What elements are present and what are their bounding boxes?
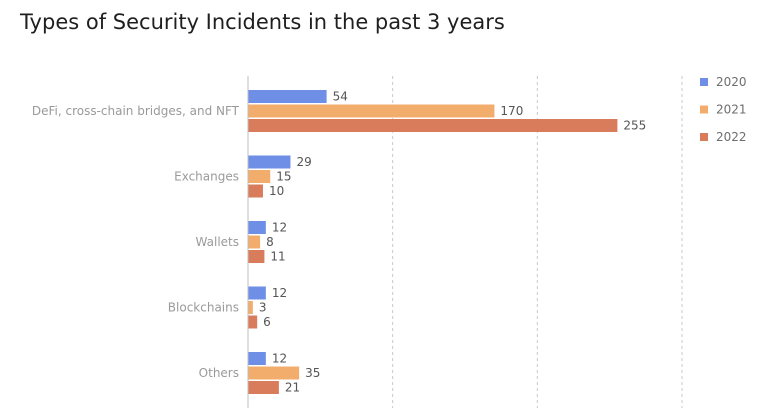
data-label: 12 — [272, 221, 287, 235]
bar-2020 — [248, 90, 327, 103]
data-label: 35 — [305, 366, 320, 380]
chart-title: Types of Security Incidents in the past … — [20, 10, 505, 34]
data-label: 3 — [259, 301, 267, 315]
data-label: 15 — [276, 170, 291, 184]
legend-swatch — [700, 133, 708, 141]
legend-label: 2021 — [716, 103, 747, 117]
labels-layer: DeFi, cross-chain bridges, and NFT 54 170 2… — [32, 90, 646, 395]
category-label: Exchanges — [174, 170, 239, 184]
bar-2022 — [248, 315, 258, 329]
data-label: 54 — [333, 90, 348, 104]
category-label: Wallets — [196, 235, 239, 249]
category-label: Others — [199, 366, 239, 380]
bars-layer — [248, 90, 618, 394]
bar-2021 — [248, 366, 300, 380]
data-label: 10 — [269, 184, 284, 198]
bar-2022 — [248, 184, 263, 198]
legend-label: 2022 — [716, 130, 747, 144]
bar-2022 — [248, 381, 279, 394]
bar-2022 — [248, 250, 265, 263]
bar-2021 — [248, 235, 261, 249]
bar-2021 — [248, 104, 495, 118]
data-label: 12 — [272, 352, 287, 366]
data-label: 170 — [500, 104, 523, 118]
bar-2022 — [248, 119, 618, 132]
bar-2020 — [248, 221, 266, 234]
data-label: 12 — [272, 286, 287, 300]
bar-2020 — [248, 286, 266, 300]
legend-swatch — [700, 78, 708, 86]
data-label: 8 — [266, 235, 274, 249]
data-label: 6 — [263, 315, 271, 329]
legend: 2020 2021 2022 — [700, 75, 747, 144]
category-label: Blockchains — [168, 301, 239, 315]
legend-swatch — [700, 105, 708, 114]
bar-2020 — [248, 155, 291, 169]
bar-2021 — [248, 170, 271, 183]
category-label: DeFi, cross-chain bridges, and NFT — [32, 104, 240, 118]
data-label: 255 — [623, 119, 646, 133]
legend-label: 2020 — [716, 75, 747, 89]
bar-2020 — [248, 352, 266, 365]
data-label: 11 — [270, 250, 285, 264]
data-label: 21 — [285, 381, 300, 395]
bar-2021 — [248, 301, 253, 314]
data-label: 29 — [296, 155, 311, 169]
